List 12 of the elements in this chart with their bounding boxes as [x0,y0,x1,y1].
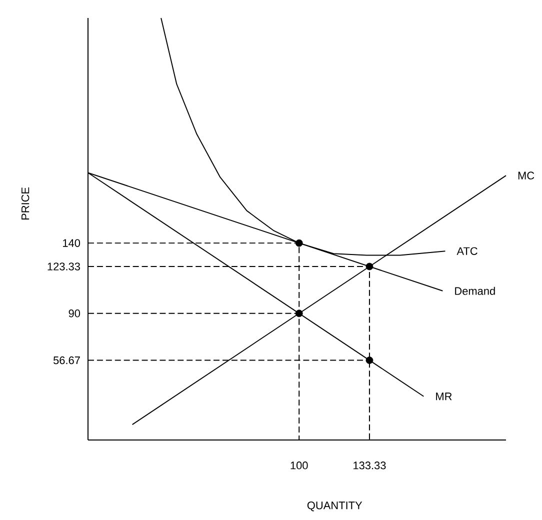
y-axis-title: PRICE [21,187,30,220]
x-tick-label: 133.33 [354,462,386,470]
series-label: ATC [456,247,478,255]
series-label: Demand [455,286,495,295]
y-tick-label: 140 [63,239,80,247]
x-tick-label: 100 [290,462,308,470]
y-tick-label: 90 [68,310,80,318]
series-label: MC [518,172,534,180]
y-tick-label: 123.33 [48,262,80,270]
x-axis-title: QUANTITY [307,502,362,512]
y-tick-label: 56.67 [53,356,80,364]
series-label: MR [436,392,452,400]
